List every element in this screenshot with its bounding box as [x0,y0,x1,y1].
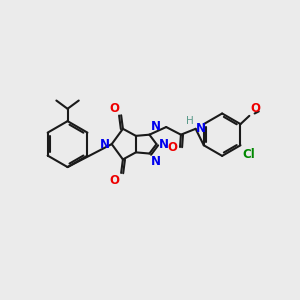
Text: N: N [159,138,169,151]
Text: O: O [110,102,120,115]
Text: N: N [196,122,206,135]
Text: O: O [168,141,178,154]
Text: N: N [100,138,110,151]
Text: N: N [151,155,161,168]
Text: H: H [186,116,194,126]
Text: Cl: Cl [242,148,255,160]
Text: O: O [110,174,120,187]
Text: O: O [250,102,260,115]
Text: N: N [151,120,161,133]
